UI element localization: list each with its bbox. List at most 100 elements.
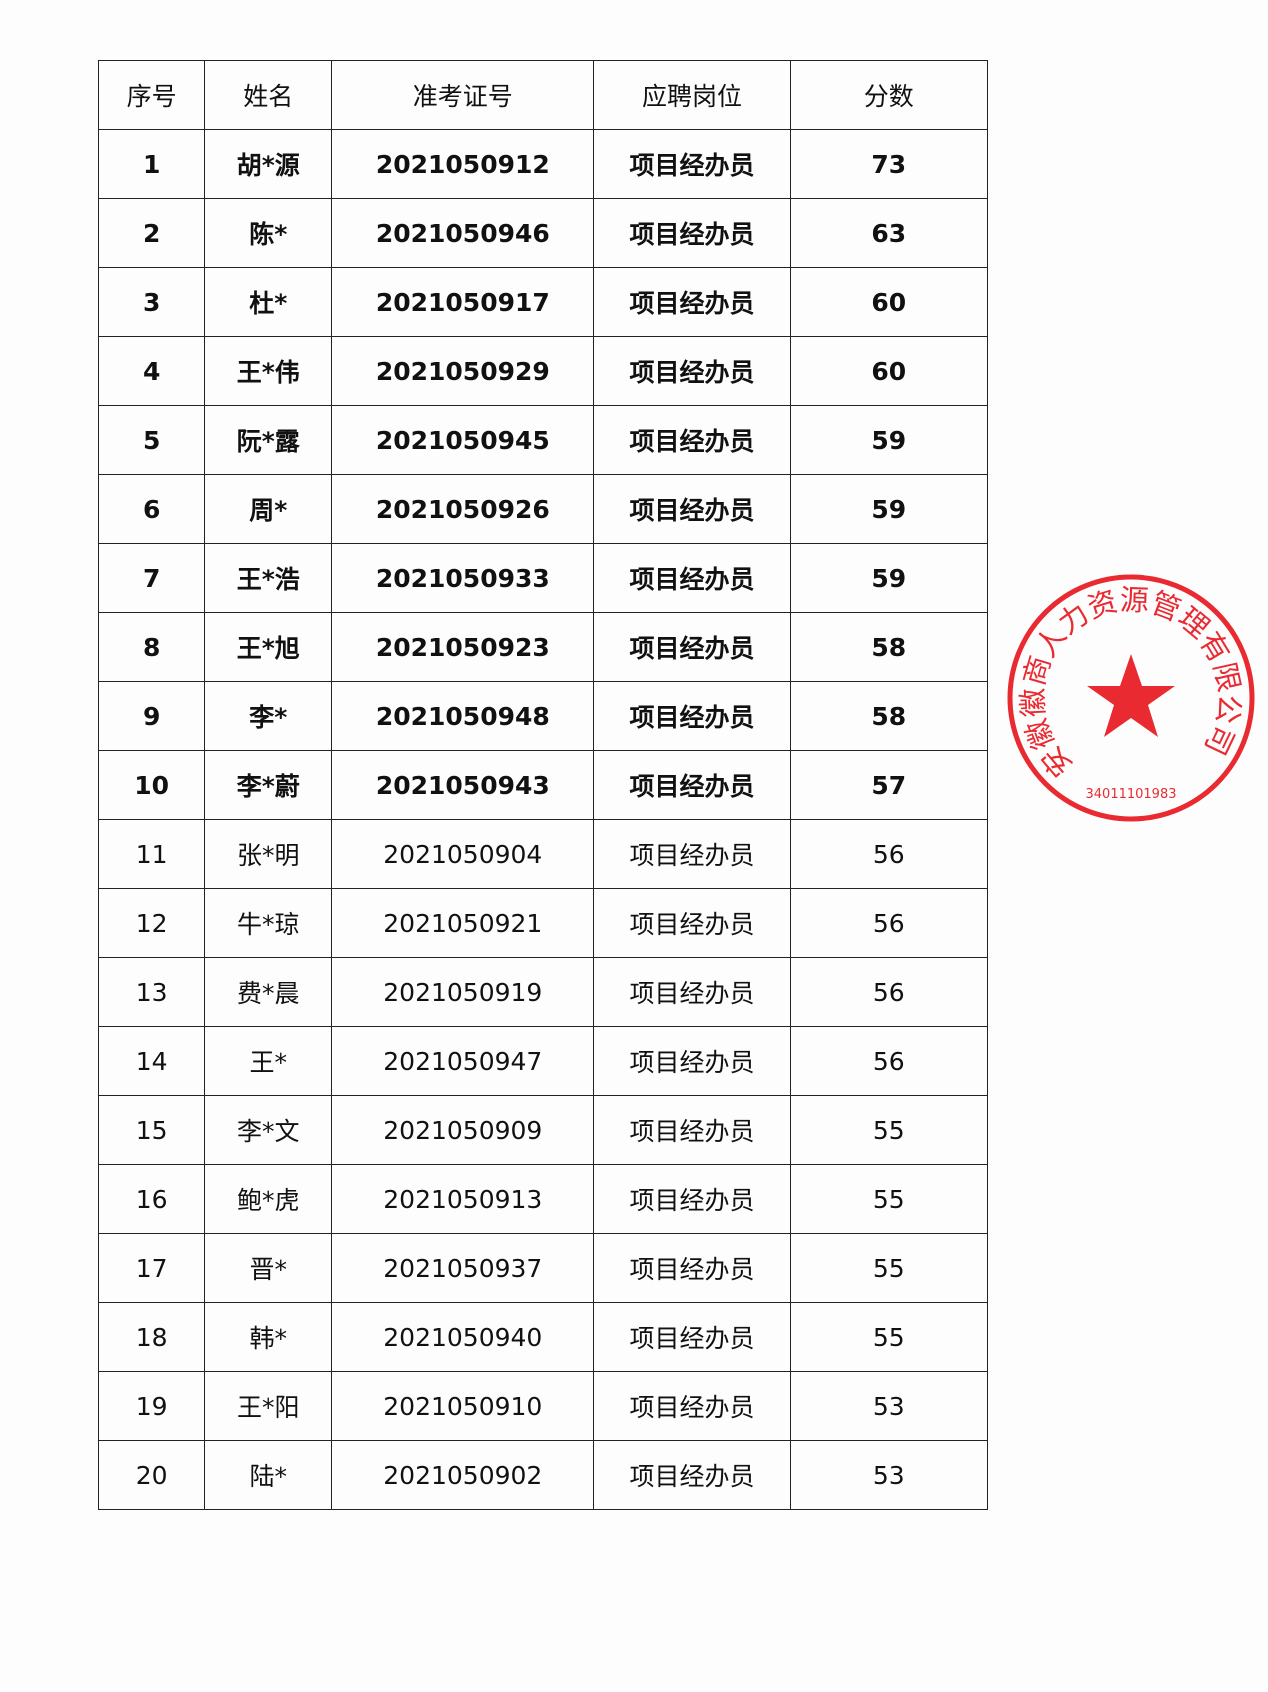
cell-name: 王*伟 <box>204 336 333 406</box>
cell-ticket: 2021050948 <box>331 681 595 751</box>
cell-name: 周* <box>204 474 333 544</box>
cell-ticket: 2021050919 <box>331 957 595 1027</box>
cell-ticket: 2021050909 <box>331 1095 595 1165</box>
cell-name: 王*旭 <box>204 612 333 682</box>
table-row: 18 韩* 2021050940 项目经办员 55 <box>97 1302 989 1372</box>
cell-score: 73 <box>789 129 989 199</box>
seal-code: 34011101983 <box>1086 787 1177 802</box>
cell-score: 60 <box>789 267 989 337</box>
cell-ticket: 2021050917 <box>331 267 595 337</box>
table-row: 11 张*明 2021050904 项目经办员 56 <box>97 819 989 889</box>
cell-ticket: 2021050940 <box>331 1302 595 1372</box>
cell-position: 项目经办员 <box>593 129 791 199</box>
cell-position: 项目经办员 <box>593 474 791 544</box>
cell-score: 55 <box>789 1302 989 1372</box>
cell-index: 14 <box>97 1026 206 1096</box>
cell-score: 55 <box>789 1095 989 1165</box>
cell-position: 项目经办员 <box>593 543 791 613</box>
table-row: 2 陈* 2021050946 项目经办员 63 <box>97 198 989 268</box>
cell-name: 陈* <box>204 198 333 268</box>
cell-index: 15 <box>97 1095 206 1165</box>
table-row: 7 王*浩 2021050933 项目经办员 59 <box>97 543 989 613</box>
table-row: 15 李*文 2021050909 项目经办员 55 <box>97 1095 989 1165</box>
cell-index: 10 <box>97 750 206 820</box>
cell-ticket: 2021050945 <box>331 405 595 475</box>
header-name: 姓名 <box>204 60 333 130</box>
cell-ticket: 2021050947 <box>331 1026 595 1096</box>
table-row: 4 王*伟 2021050929 项目经办员 60 <box>97 336 989 406</box>
cell-position: 项目经办员 <box>593 1302 791 1372</box>
header-score: 分数 <box>789 60 989 130</box>
cell-ticket: 2021050904 <box>331 819 595 889</box>
table-row: 12 牛*琼 2021050921 项目经办员 56 <box>97 888 989 958</box>
cell-position: 项目经办员 <box>593 888 791 958</box>
cell-name: 李* <box>204 681 333 751</box>
header-index: 序号 <box>97 60 206 130</box>
cell-position: 项目经办员 <box>593 1095 791 1165</box>
cell-position: 项目经办员 <box>593 405 791 475</box>
cell-position: 项目经办员 <box>593 681 791 751</box>
cell-score: 60 <box>789 336 989 406</box>
cell-score: 56 <box>789 1026 989 1096</box>
cell-name: 牛*琼 <box>204 888 333 958</box>
score-table: 序号 姓名 准考证号 应聘岗位 分数 1 胡*源 2021050912 项目经办员 73… <box>97 60 989 1510</box>
table-row: 17 晋* 2021050937 项目经办员 55 <box>97 1233 989 1303</box>
cell-name: 鲍*虎 <box>204 1164 333 1234</box>
cell-position: 项目经办员 <box>593 1026 791 1096</box>
cell-ticket: 2021050902 <box>331 1440 595 1510</box>
cell-index: 17 <box>97 1233 206 1303</box>
cell-index: 11 <box>97 819 206 889</box>
cell-position: 项目经办员 <box>593 1371 791 1441</box>
cell-position: 项目经办员 <box>593 1164 791 1234</box>
seal-text: 安徽徽商人力资源管理有限公司 <box>1015 583 1246 784</box>
cell-position: 项目经办员 <box>593 1233 791 1303</box>
cell-index: 8 <box>97 612 206 682</box>
cell-index: 5 <box>97 405 206 475</box>
table-row: 16 鲍*虎 2021050913 项目经办员 55 <box>97 1164 989 1234</box>
cell-name: 陆* <box>204 1440 333 1510</box>
cell-index: 16 <box>97 1164 206 1234</box>
cell-score: 53 <box>789 1371 989 1441</box>
table-row: 1 胡*源 2021050912 项目经办员 73 <box>97 129 989 199</box>
cell-score: 55 <box>789 1164 989 1234</box>
cell-score: 63 <box>789 198 989 268</box>
cell-index: 1 <box>97 129 206 199</box>
table-row: 19 王*阳 2021050910 项目经办员 53 <box>97 1371 989 1441</box>
cell-score: 59 <box>789 474 989 544</box>
cell-score: 59 <box>789 543 989 613</box>
cell-score: 56 <box>789 819 989 889</box>
star-icon <box>1087 654 1175 737</box>
cell-position: 项目经办员 <box>593 1440 791 1510</box>
table-row: 14 王* 2021050947 项目经办员 56 <box>97 1026 989 1096</box>
header-position: 应聘岗位 <box>593 60 791 130</box>
cell-ticket: 2021050943 <box>331 750 595 820</box>
cell-ticket: 2021050946 <box>331 198 595 268</box>
cell-score: 56 <box>789 957 989 1027</box>
cell-name: 胡*源 <box>204 129 333 199</box>
cell-index: 3 <box>97 267 206 337</box>
cell-position: 项目经办员 <box>593 819 791 889</box>
cell-score: 53 <box>789 1440 989 1510</box>
cell-index: 9 <box>97 681 206 751</box>
cell-score: 58 <box>789 681 989 751</box>
cell-index: 18 <box>97 1302 206 1372</box>
table-row: 6 周* 2021050926 项目经办员 59 <box>97 474 989 544</box>
cell-ticket: 2021050937 <box>331 1233 595 1303</box>
company-seal: 安徽徽商人力资源管理有限公司 34011101983 <box>1007 574 1255 822</box>
cell-index: 20 <box>97 1440 206 1510</box>
cell-index: 12 <box>97 888 206 958</box>
cell-index: 13 <box>97 957 206 1027</box>
cell-name: 李*文 <box>204 1095 333 1165</box>
cell-ticket: 2021050913 <box>331 1164 595 1234</box>
table-row: 10 李*蔚 2021050943 项目经办员 57 <box>97 750 989 820</box>
cell-position: 项目经办员 <box>593 957 791 1027</box>
table-row: 5 阮*露 2021050945 项目经办员 59 <box>97 405 989 475</box>
cell-name: 晋* <box>204 1233 333 1303</box>
cell-position: 项目经办员 <box>593 750 791 820</box>
cell-name: 王*阳 <box>204 1371 333 1441</box>
cell-index: 19 <box>97 1371 206 1441</box>
cell-name: 王*浩 <box>204 543 333 613</box>
header-ticket: 准考证号 <box>331 60 595 130</box>
cell-ticket: 2021050923 <box>331 612 595 682</box>
